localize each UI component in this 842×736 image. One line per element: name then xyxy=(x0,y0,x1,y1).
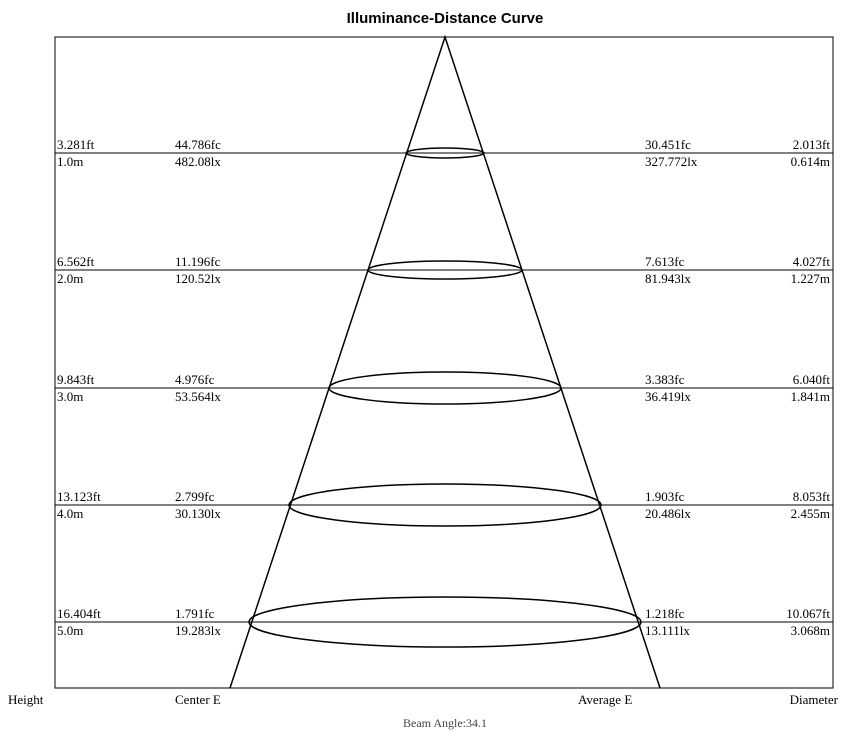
center-lx: 53.564lx xyxy=(175,389,221,404)
title: Illuminance-Distance Curve xyxy=(347,10,544,27)
diameter-m: 1.841m xyxy=(791,389,830,404)
diameter-m: 2.455m xyxy=(791,506,830,521)
beam-ellipse xyxy=(367,260,523,280)
frame xyxy=(54,36,834,689)
beam-ellipse xyxy=(288,483,602,527)
average-lx: 81.943lx xyxy=(645,271,691,286)
footer-label: Height xyxy=(8,692,44,707)
average-fc: 30.451fc xyxy=(645,137,691,152)
center-lx: 19.283lx xyxy=(175,623,221,638)
height-ft: 9.843ft xyxy=(57,372,95,387)
center-lx: 30.130lx xyxy=(175,506,221,521)
center-fc: 44.786fc xyxy=(175,137,221,152)
diameter-m: 0.614m xyxy=(791,154,830,169)
center-lx: 482.08lx xyxy=(175,154,221,169)
diameter-ft: 4.027ft xyxy=(793,254,831,269)
average-fc: 3.383fc xyxy=(645,372,685,387)
average-lx: 36.419lx xyxy=(645,389,691,404)
beam-ellipse xyxy=(248,596,642,648)
beam-ellipse xyxy=(405,147,485,159)
average-fc: 7.613fc xyxy=(645,254,685,269)
diameter-ft: 2.013ft xyxy=(793,137,831,152)
height-m: 1.0m xyxy=(57,154,83,169)
center-fc: 1.791fc xyxy=(175,606,215,621)
center-fc: 4.976fc xyxy=(175,372,215,387)
beam-angle: Beam Angle:34.1 xyxy=(403,716,487,730)
height-ft: 16.404ft xyxy=(57,606,101,621)
height-m: 4.0m xyxy=(57,506,83,521)
beam-cone xyxy=(229,34,661,689)
footer-label: Center E xyxy=(175,692,221,707)
height-ft: 6.562ft xyxy=(57,254,95,269)
beam-ellipse xyxy=(328,371,562,405)
diameter-m: 3.068m xyxy=(791,623,830,638)
average-fc: 1.218fc xyxy=(645,606,685,621)
height-ft: 13.123ft xyxy=(57,489,101,504)
center-fc: 11.196fc xyxy=(175,254,221,269)
average-lx: 327.772lx xyxy=(645,154,698,169)
diameter-ft: 6.040ft xyxy=(793,372,831,387)
diameter-ft: 8.053ft xyxy=(793,489,831,504)
center-fc: 2.799fc xyxy=(175,489,215,504)
center-lx: 120.52lx xyxy=(175,271,221,286)
height-ft: 3.281ft xyxy=(57,137,95,152)
diameter-ft: 10.067ft xyxy=(786,606,830,621)
height-m: 5.0m xyxy=(57,623,83,638)
height-m: 3.0m xyxy=(57,389,83,404)
height-m: 2.0m xyxy=(57,271,83,286)
footer-label: Average E xyxy=(578,692,632,707)
average-lx: 13.111lx xyxy=(645,623,690,638)
diameter-m: 1.227m xyxy=(791,271,830,286)
average-fc: 1.903fc xyxy=(645,489,685,504)
footer-label: Diameter xyxy=(790,692,839,707)
average-lx: 20.486lx xyxy=(645,506,691,521)
